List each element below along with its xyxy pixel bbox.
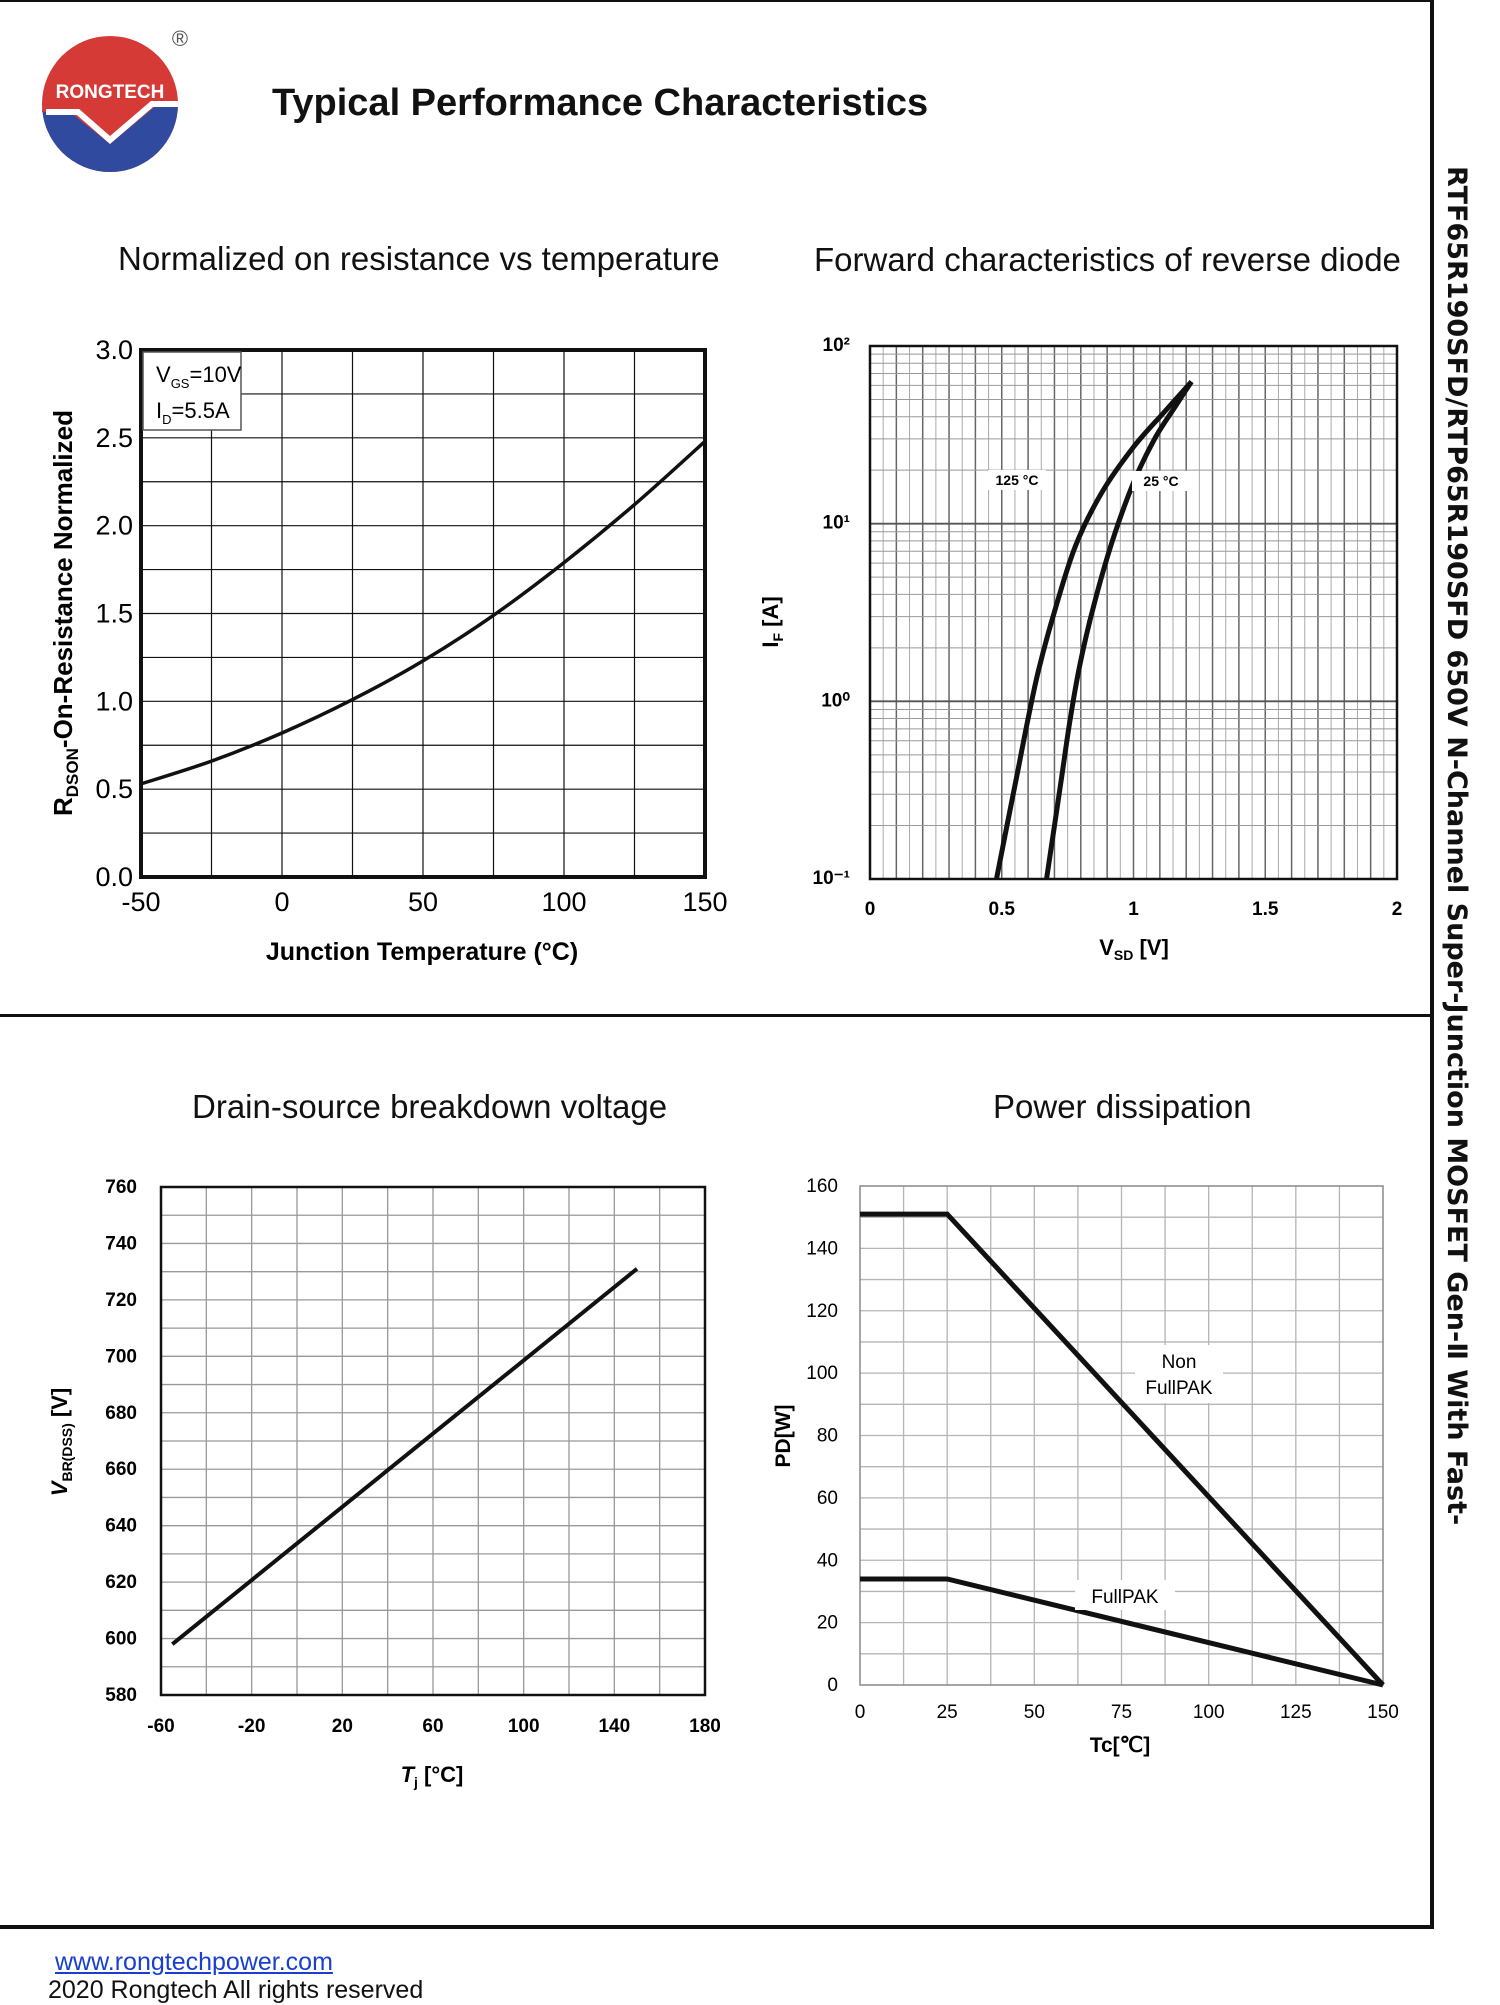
chart1-xtick-label: 50 [408, 887, 438, 917]
chart2-label-25c: 25 °C [1143, 473, 1178, 489]
chart3-ytick-label: 660 [105, 1459, 137, 1480]
chart3-ytick-label: 700 [105, 1346, 137, 1367]
chart1-xtick-label: 0 [274, 887, 289, 917]
chart1-xtick-label: 150 [682, 887, 727, 917]
chart2-ytick-label: 10⁻¹ [813, 868, 851, 889]
chart3-xtick-label: 20 [332, 1716, 353, 1737]
chart3-series-line [171, 1267, 639, 1646]
chart4-ytick-label: 40 [817, 1550, 838, 1571]
chart3-xtick-label: -60 [147, 1716, 174, 1737]
chart4-ytick-label: 80 [817, 1426, 838, 1447]
rongtech-logo: RONGTECH ® [42, 26, 188, 172]
chart4-label-non: Non [1162, 1352, 1197, 1373]
chart3-ytick-label: 580 [105, 1685, 137, 1706]
chart3-xtick-label: 60 [422, 1716, 443, 1737]
chart3-ytick-label: 640 [105, 1516, 137, 1537]
chart2-series-125c [994, 380, 1194, 880]
page-frame [0, 0, 1434, 1929]
chart3-ylabel: VBR(DSS) [V] [47, 1388, 75, 1496]
chart2-xtick-label: 0.5 [989, 899, 1016, 920]
chart4-series-fullpak [860, 1576, 1384, 1688]
chart4-xtick-label: 100 [1193, 1702, 1225, 1723]
chart3-xtick-label: 100 [508, 1716, 540, 1737]
chart4-xtick-label: 125 [1280, 1702, 1312, 1723]
chart2-ytick-label: 10² [823, 335, 850, 356]
chart2-series-25c [1044, 380, 1194, 880]
chart2-ytick-label: 10¹ [823, 513, 850, 534]
chart1-ytick-label: 2.5 [95, 423, 133, 453]
chart3-xtick-label: -20 [238, 1716, 265, 1737]
chart1-ylabel: RDSON-On-Resistance Normalized [48, 410, 82, 816]
chart3-title: Drain-source breakdown voltage [192, 1088, 668, 1125]
chart1-ytick-label: 1.0 [95, 686, 133, 716]
chart4-ylabel: PD[W] [772, 1405, 795, 1468]
chart4-ytick-label: 160 [806, 1176, 838, 1197]
section-divider [0, 1014, 1434, 1017]
chart1-legend-vgs: VGS=10V [156, 362, 242, 391]
chart4-ytick-label: 140 [806, 1238, 838, 1259]
chart4-ytick-label: 60 [817, 1488, 838, 1509]
chart2-plot-border [868, 344, 1399, 881]
chart2-ylabel: IF [A] [758, 596, 786, 647]
chart2-xtick-label: 1.5 [1252, 899, 1279, 920]
chart3-ytick-label: 620 [105, 1572, 137, 1593]
chart4-xtick-label: 50 [1024, 1702, 1045, 1723]
chart1-xtick-label: -50 [121, 887, 160, 917]
chart4-ytick-label: 120 [806, 1301, 838, 1322]
chart3-ytick-label: 680 [105, 1403, 137, 1424]
chart3-ytick-label: 720 [105, 1290, 137, 1311]
chart2-label-125c: 125 °C [996, 472, 1039, 488]
chart1-ytick-label: 1.5 [95, 599, 133, 629]
footer-copyright: 2020 Rongtech All rights reserved [48, 1976, 424, 2004]
chart1-legend-box: VGS=10V ID=5.5A [142, 351, 242, 431]
chart3-ytick-label: 600 [105, 1629, 137, 1650]
chart3-xlabel: Tj [°C] [401, 1762, 464, 1790]
page-title: Typical Performance Characteristics [272, 82, 929, 124]
chart1-plot-border [139, 348, 707, 879]
chart1-ytick-label: 0.0 [95, 862, 133, 892]
chart4-xtick-label: 0 [855, 1702, 866, 1723]
chart4-label-fullpak: FullPAK [1091, 1587, 1159, 1608]
chart3-plot-border [159, 1185, 707, 1697]
chart3-ytick-label: 760 [105, 1177, 137, 1198]
chart4-label-non-fullpak: FullPAK [1145, 1378, 1213, 1399]
chart4-ytick-label: 0 [827, 1675, 838, 1696]
chart4-ytick-label: 100 [806, 1363, 838, 1384]
chart4-ytick-label: 20 [817, 1613, 838, 1634]
chart1-ytick-label: 2.0 [95, 511, 133, 541]
chart1-xtick-label: 100 [541, 887, 586, 917]
chart4-xtick-label: 150 [1367, 1702, 1399, 1723]
chart1-title: Normalized on resistance vs temperature [118, 240, 720, 277]
chart2-xtick-label: 2 [1392, 899, 1403, 920]
chart4-xtick-label: 75 [1111, 1702, 1132, 1723]
chart2-xlabel: VSD [V] [1099, 935, 1169, 963]
registered-mark: ® [172, 26, 188, 51]
chart1-xlabel: Junction Temperature (°C) [266, 938, 578, 966]
chart2-title: Forward characteristics of reverse diode [814, 241, 1401, 278]
chart4-title: Power dissipation [993, 1088, 1252, 1125]
chart2-ytick-label: 10⁰ [821, 690, 850, 711]
chart4-plot-border [859, 1185, 1384, 1686]
chart2-xtick-label: 0 [865, 899, 876, 920]
chart1-ytick-label: 0.5 [95, 774, 133, 804]
chart1-ytick-label: 3.0 [95, 335, 133, 365]
chart1-series-line [140, 440, 707, 786]
chart3-xtick-label: 140 [598, 1716, 630, 1737]
footer-website-link[interactable]: www.rongtechpower.com [55, 1948, 333, 1976]
chart4-xtick-label: 25 [937, 1702, 958, 1723]
chart4-xlabel: Tc[℃] [1090, 1734, 1151, 1757]
chart1-legend-id: ID=5.5A [156, 398, 230, 427]
chart4-series-non-fullpak [860, 1211, 1385, 1687]
chart3-xtick-label: 180 [689, 1716, 721, 1737]
logo-brand-text: RONGTECH [56, 82, 165, 103]
chart2-xtick-label: 1 [1128, 899, 1139, 920]
chart3-ytick-label: 740 [105, 1233, 137, 1254]
